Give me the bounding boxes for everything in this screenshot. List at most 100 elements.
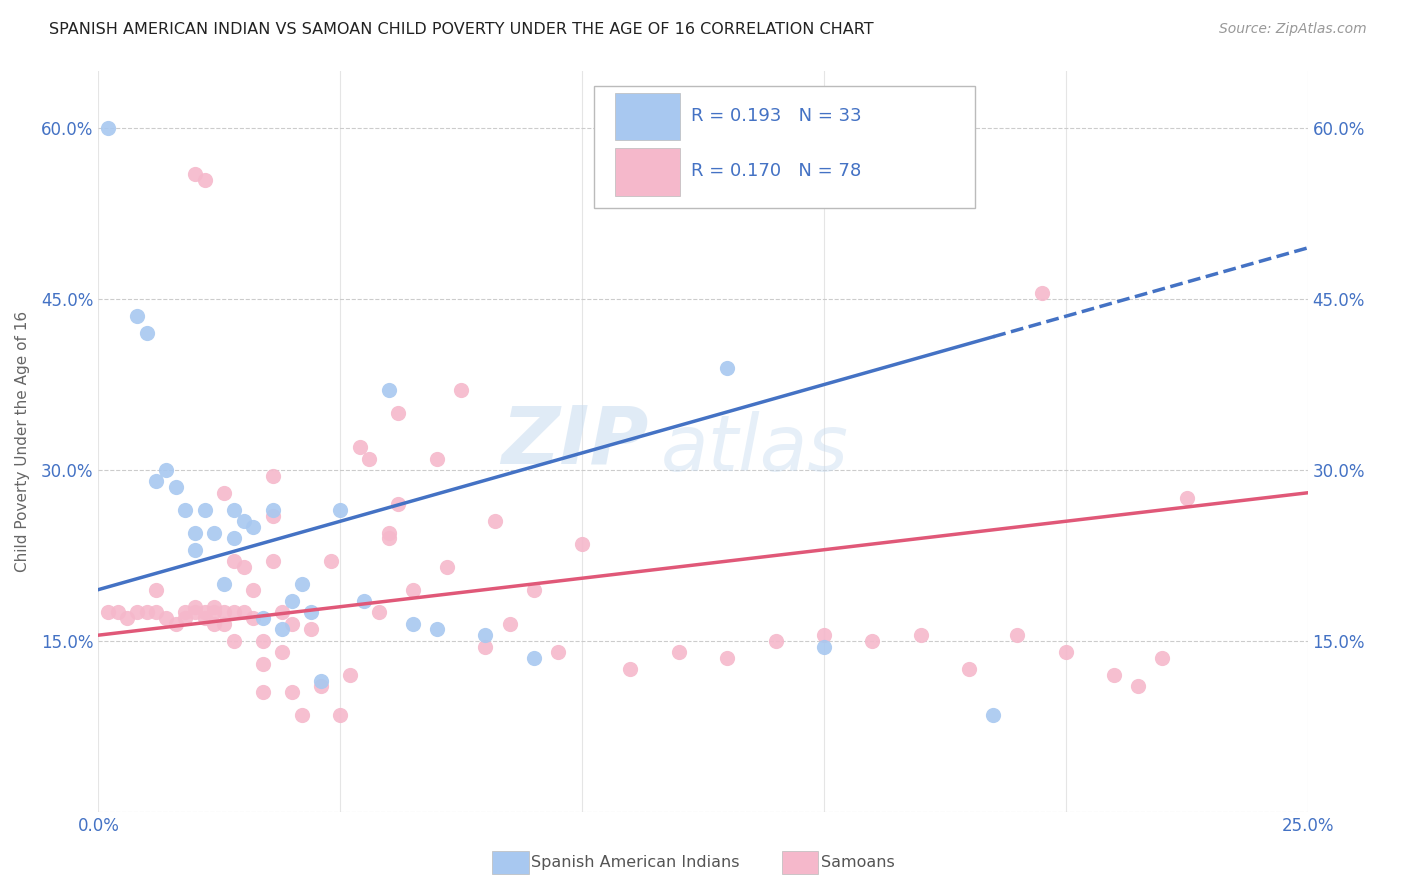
Point [523, 651, 546, 665]
Point [194, 172, 217, 186]
Point [242, 611, 264, 625]
Point [281, 594, 304, 608]
Text: SPANISH AMERICAN INDIAN VS SAMOAN CHILD POVERTY UNDER THE AGE OF 16 CORRELATION : SPANISH AMERICAN INDIAN VS SAMOAN CHILD … [49, 22, 875, 37]
Point [319, 554, 342, 568]
Point [212, 577, 235, 591]
Point [309, 673, 332, 688]
Point [232, 606, 254, 620]
Point [436, 559, 458, 574]
Point [204, 616, 226, 631]
Point [860, 633, 883, 648]
Point [387, 406, 409, 420]
Point [155, 463, 177, 477]
Text: Spanish American Indians: Spanish American Indians [531, 855, 740, 870]
Point [204, 606, 226, 620]
Point [262, 503, 284, 517]
FancyBboxPatch shape [614, 93, 681, 140]
Point [194, 611, 217, 625]
Point [1128, 680, 1150, 694]
Point [765, 633, 787, 648]
Point [174, 611, 197, 625]
Point [1031, 286, 1053, 301]
Point [194, 606, 217, 620]
Point [252, 657, 274, 671]
Point [498, 616, 520, 631]
Point [212, 485, 235, 500]
Point [222, 532, 245, 546]
Point [97, 606, 120, 620]
Point [910, 628, 932, 642]
Text: R = 0.193   N = 33: R = 0.193 N = 33 [690, 107, 862, 125]
Point [242, 582, 264, 597]
Point [349, 440, 371, 454]
Point [474, 628, 496, 642]
Point [1175, 491, 1198, 506]
Point [523, 582, 546, 597]
Point [212, 616, 235, 631]
Point [290, 707, 312, 722]
Point [571, 537, 593, 551]
Point [290, 577, 312, 591]
Text: ZIP: ZIP [501, 402, 648, 481]
Point [329, 503, 352, 517]
Point [107, 606, 129, 620]
Point [135, 606, 157, 620]
Point [957, 662, 980, 676]
Point [450, 384, 472, 398]
Point [242, 520, 264, 534]
Point [426, 451, 449, 466]
Point [474, 640, 496, 654]
Point [1007, 628, 1029, 642]
Point [368, 606, 391, 620]
Point [377, 525, 399, 540]
Point [281, 685, 304, 699]
Point [262, 468, 284, 483]
Point [174, 606, 197, 620]
Point [716, 651, 738, 665]
Point [184, 542, 207, 557]
Point [145, 582, 167, 597]
Point [222, 633, 245, 648]
Point [329, 707, 352, 722]
Point [1102, 668, 1125, 682]
Point [117, 611, 139, 625]
Point [262, 508, 284, 523]
Text: Samoans: Samoans [821, 855, 894, 870]
Point [127, 310, 149, 324]
Point [184, 599, 207, 614]
Point [145, 475, 167, 489]
Point [1054, 645, 1077, 659]
Point [262, 554, 284, 568]
Point [184, 606, 207, 620]
Point [353, 594, 375, 608]
Point [252, 633, 274, 648]
Point [232, 559, 254, 574]
Point [204, 525, 226, 540]
Text: atlas: atlas [661, 411, 849, 487]
Point [252, 685, 274, 699]
Point [184, 167, 207, 181]
Point [194, 503, 217, 517]
Point [299, 606, 322, 620]
Point [299, 623, 322, 637]
Point [222, 606, 245, 620]
Point [212, 606, 235, 620]
Point [377, 384, 399, 398]
Point [484, 514, 506, 528]
Point [339, 668, 361, 682]
Point [1152, 651, 1174, 665]
Point [668, 645, 690, 659]
Point [222, 503, 245, 517]
Point [281, 616, 304, 631]
Text: Source: ZipAtlas.com: Source: ZipAtlas.com [1219, 22, 1367, 37]
Point [145, 606, 167, 620]
Point [135, 326, 157, 341]
Point [174, 503, 197, 517]
Point [387, 497, 409, 511]
FancyBboxPatch shape [614, 148, 681, 195]
Point [426, 623, 449, 637]
Point [184, 525, 207, 540]
FancyBboxPatch shape [595, 87, 976, 209]
Point [716, 360, 738, 375]
Point [165, 616, 187, 631]
